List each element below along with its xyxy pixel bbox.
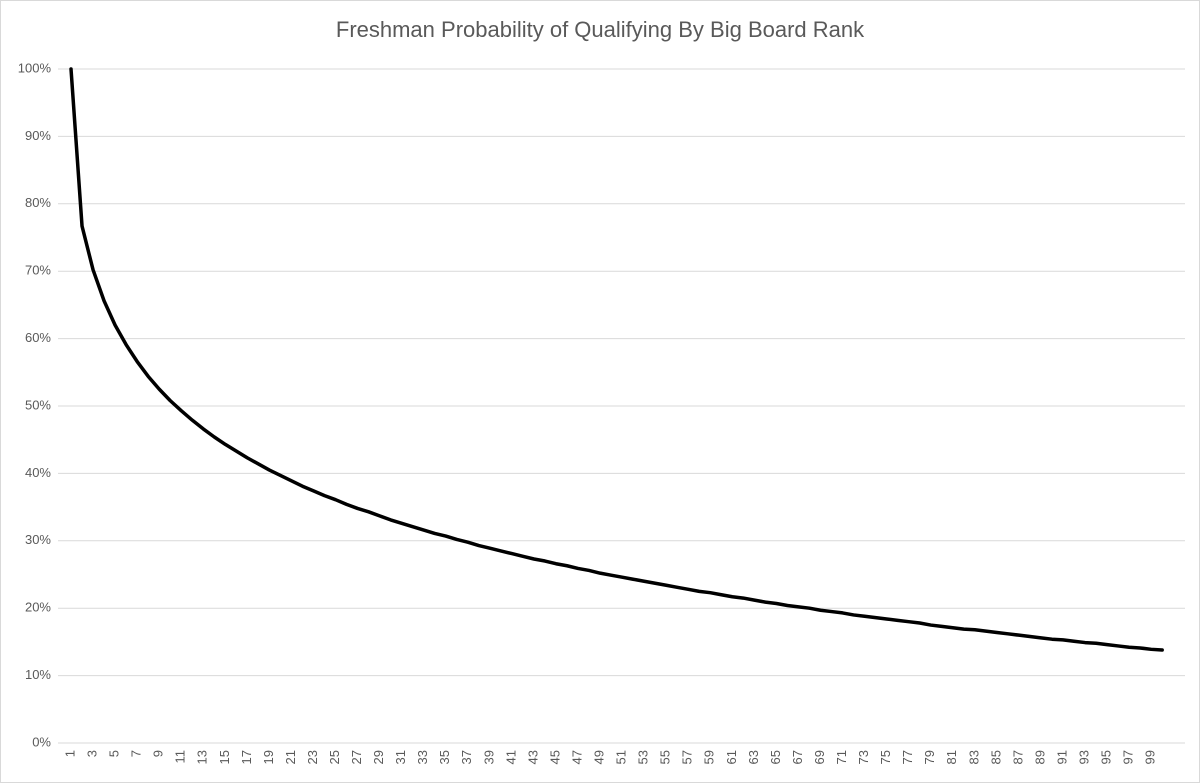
- x-tick-label: 65: [768, 750, 783, 764]
- x-tick-label: 35: [437, 750, 452, 764]
- y-tick-label: 0%: [32, 734, 51, 749]
- x-tick-label: 43: [525, 750, 540, 764]
- x-tick-label: 93: [1076, 750, 1091, 764]
- y-tick-label: 40%: [25, 465, 51, 480]
- x-tick-label: 25: [327, 750, 342, 764]
- x-tick-label: 91: [1054, 750, 1069, 764]
- x-tick-label: 21: [283, 750, 298, 764]
- x-tick-label: 19: [261, 750, 276, 764]
- chart-title: Freshman Probability of Qualifying By Bi…: [336, 17, 865, 42]
- x-tick-label: 1: [62, 750, 77, 757]
- x-tick-label: 79: [922, 750, 937, 764]
- x-tick-label: 5: [107, 750, 122, 757]
- x-tick-label: 13: [195, 750, 210, 764]
- x-tick-label: 63: [746, 750, 761, 764]
- x-tick-label: 33: [415, 750, 430, 764]
- y-tick-label: 80%: [25, 195, 51, 210]
- data-line: [69, 67, 1164, 652]
- y-tick-label: 30%: [25, 532, 51, 547]
- y-tick-label: 20%: [25, 600, 51, 615]
- x-tick-label: 61: [724, 750, 739, 764]
- x-tick-label: 59: [702, 750, 717, 764]
- x-tick-label: 23: [305, 750, 320, 764]
- x-tick-label: 49: [592, 750, 607, 764]
- x-tick-label: 11: [173, 750, 188, 764]
- x-tick-label: 73: [856, 750, 871, 764]
- x-tick-label: 39: [481, 750, 496, 764]
- x-tick-label: 85: [988, 750, 1003, 764]
- y-tick-label: 60%: [25, 330, 51, 345]
- x-tick-label: 99: [1143, 750, 1158, 764]
- x-tick-label: 87: [1010, 750, 1025, 764]
- y-tick-label: 70%: [25, 263, 51, 278]
- x-tick-label: 55: [658, 750, 673, 764]
- y-tick-label: 100%: [18, 60, 52, 75]
- x-tick-label: 77: [900, 750, 915, 764]
- x-tick-label: 27: [349, 750, 364, 764]
- x-tick-label: 71: [834, 750, 849, 764]
- x-tick-label: 95: [1099, 750, 1114, 764]
- x-tick-label: 97: [1121, 750, 1136, 764]
- x-tick-label: 51: [614, 750, 629, 764]
- x-tick-label: 81: [944, 750, 959, 764]
- x-tick-label: 7: [129, 750, 144, 757]
- x-tick-label: 31: [393, 750, 408, 764]
- x-tick-label: 67: [790, 750, 805, 764]
- x-tick-label: 57: [680, 750, 695, 764]
- x-tick-label: 9: [151, 750, 166, 757]
- y-tick-label: 50%: [25, 397, 51, 412]
- x-tick-label: 41: [503, 750, 518, 764]
- x-tick-label: 45: [547, 750, 562, 764]
- x-tick-label: 83: [966, 750, 981, 764]
- x-tick-label: 53: [636, 750, 651, 764]
- x-tick-label: 69: [812, 750, 827, 764]
- y-tick-label: 90%: [25, 128, 51, 143]
- x-tick-label: 47: [569, 750, 584, 764]
- x-tick-label: 17: [239, 750, 254, 764]
- x-tick-label: 75: [878, 750, 893, 764]
- x-tick-label: 89: [1032, 750, 1047, 764]
- x-tick-label: 3: [84, 750, 99, 757]
- x-tick-label: 37: [459, 750, 474, 764]
- x-tick-label: 15: [217, 750, 232, 764]
- x-tick-label: 29: [371, 750, 386, 764]
- y-tick-label: 10%: [25, 667, 51, 682]
